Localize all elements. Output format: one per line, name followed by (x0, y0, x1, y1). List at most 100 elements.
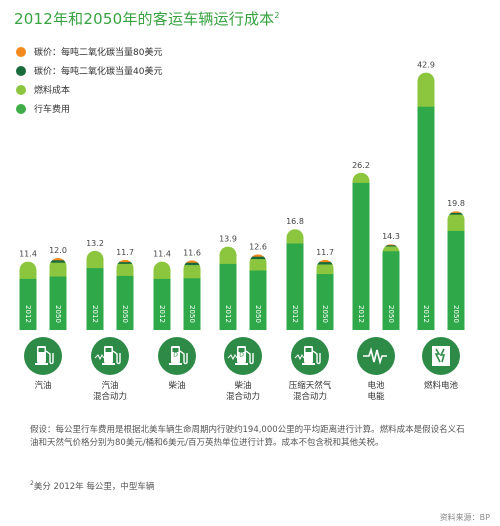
bar-segment-driving (352, 182, 370, 330)
bar-segment-driving (183, 277, 201, 330)
legend-item-driving: 行车费用 (16, 99, 162, 118)
total-value-label: 13.2 (86, 239, 104, 248)
total-value-label: 11.6 (183, 248, 201, 257)
total-value-label: 11.4 (19, 250, 37, 259)
category-label: 电池 (367, 380, 385, 391)
bar-segment-driving (249, 270, 267, 330)
chart-title: 2012年和2050年的客运车辆运行成本2 (14, 10, 280, 28)
bar-segment-fuel (382, 246, 400, 252)
category-label: 汽油 (101, 380, 118, 391)
legend-swatch (16, 46, 26, 57)
category-label: 混合动力 (226, 391, 260, 402)
legend-label: 碳价：每吨二氧化碳当量80美元 (34, 48, 163, 58)
category-label: 压缩天然气 (289, 380, 332, 391)
total-value-label: 16.8 (286, 217, 304, 226)
source-credit: 资料来源：BP (439, 513, 490, 522)
bar-segment-carbon40 (382, 244, 400, 247)
bar-segment-fuel (219, 246, 237, 264)
category-label: 燃料电池 (424, 380, 459, 391)
year-label: 2012 (24, 305, 32, 323)
year-label: 2050 (254, 305, 262, 323)
bar-segment-driving (219, 263, 237, 330)
bar-segment-fuel (49, 262, 67, 277)
year-label: 2050 (452, 305, 460, 323)
bar-segment-driving (49, 276, 67, 330)
bar-segment-driving (286, 243, 304, 330)
bar-segment-carbon80 (183, 260, 201, 263)
total-value-label: 42.9 (417, 61, 435, 70)
bar-segment-carbon80 (116, 259, 134, 263)
fuel-pump-icon-glyph (35, 346, 54, 365)
bar-segment-fuel (19, 261, 37, 279)
year-label: 2050 (387, 305, 395, 323)
year-label: 2012 (357, 305, 365, 323)
legend: 碳价：每吨二氧化碳当量80美元 碳价：每吨二氧化碳当量40美元 燃料成本 行车费… (16, 42, 162, 118)
bar-segment-carbon40 (116, 261, 134, 264)
year-label: 2050 (188, 305, 196, 323)
bar-segment-driving (316, 273, 334, 330)
bar-segment-driving (86, 267, 104, 330)
category-label: 混合动力 (293, 391, 327, 402)
year-label: 2012 (224, 305, 232, 323)
legend-item-carbon80: 碳价：每吨二氧化碳当量80美元 (16, 42, 162, 61)
bar-segment-fuel (153, 261, 171, 279)
bar-segment-carbon80 (382, 244, 400, 246)
bar-segment-driving (19, 278, 37, 330)
electricity-icon-glyph (363, 347, 387, 365)
total-value-label: 12.6 (249, 242, 267, 251)
total-value-label: 11.4 (153, 250, 171, 259)
legend-item-carbon40: 碳价：每吨二氧化碳当量40美元 (16, 61, 162, 80)
total-value-label: 26.2 (352, 161, 370, 170)
bar-segment-carbon40 (249, 256, 267, 260)
year-label: 2012 (158, 305, 166, 323)
total-value-label: 19.8 (447, 199, 465, 208)
legend-swatch (16, 103, 26, 114)
category-label: 柴油 (168, 380, 185, 391)
svg-text:D: D (239, 352, 244, 359)
bar-segment-fuel (116, 263, 134, 276)
year-label: 2050 (321, 305, 329, 323)
bar-segment-carbon80 (249, 254, 267, 257)
bar-segment-fuel (183, 264, 201, 279)
category-label: 柴油 (234, 380, 251, 391)
year-label: 2012 (91, 305, 99, 323)
hybrid-pump-icon-glyph (94, 346, 121, 365)
year-label: 2050 (121, 305, 129, 323)
legend-label: 碳价：每吨二氧化碳当量40美元 (34, 67, 163, 77)
bar-segment-driving (116, 275, 134, 330)
bar-segment-fuel (316, 264, 334, 275)
total-value-label: 13.9 (219, 235, 237, 244)
bar-segment-fuel (249, 258, 267, 271)
assumption-note: 假设：每公里行车费用是根据北美车辆生命周期内行驶约194,000公里的平均距离进… (30, 425, 465, 448)
hybrid-pump-icon-glyph: D (227, 346, 254, 365)
bar-segment-fuel (447, 214, 465, 231)
bar-segment-fuel (86, 250, 104, 269)
footnote: 2美分 2012年 每公里，中型车辆 (30, 480, 155, 492)
legend-label: 燃料成本 (34, 86, 71, 96)
bar-segment-carbon80 (49, 258, 67, 261)
legend-swatch (16, 65, 26, 76)
bar-segment-driving (447, 230, 465, 330)
bar-segment-driving (153, 278, 171, 330)
bar-segment-carbon40 (316, 261, 334, 265)
total-value-label: 11.7 (116, 248, 134, 257)
category-label: 混合动力 (93, 391, 127, 402)
bar-segment-fuel (286, 229, 304, 244)
bar-segment-carbon80 (447, 211, 465, 213)
total-value-label: 11.7 (316, 248, 334, 257)
category-label: 电能 (367, 391, 385, 402)
svg-text:D: D (173, 352, 178, 359)
fuel-cell-icon-glyph (432, 346, 450, 366)
stacked-bar-chart: 11.4 2012 12.0 2050 汽油 13.2 2012 11.7 2050 汽油混合动力… (19, 61, 465, 402)
total-value-label: 12.0 (49, 246, 67, 255)
bar-segment-carbon40 (447, 212, 465, 215)
diesel-pump-icon-glyph: D (169, 346, 188, 365)
year-label: 2012 (422, 305, 430, 323)
bar-segment-carbon40 (49, 259, 67, 263)
bar-segment-fuel (417, 72, 435, 107)
total-value-label: 14.3 (382, 232, 400, 241)
bar-segment-carbon80 (316, 259, 334, 263)
bar-segment-carbon40 (183, 262, 201, 266)
category-label: 汽油 (34, 380, 51, 391)
